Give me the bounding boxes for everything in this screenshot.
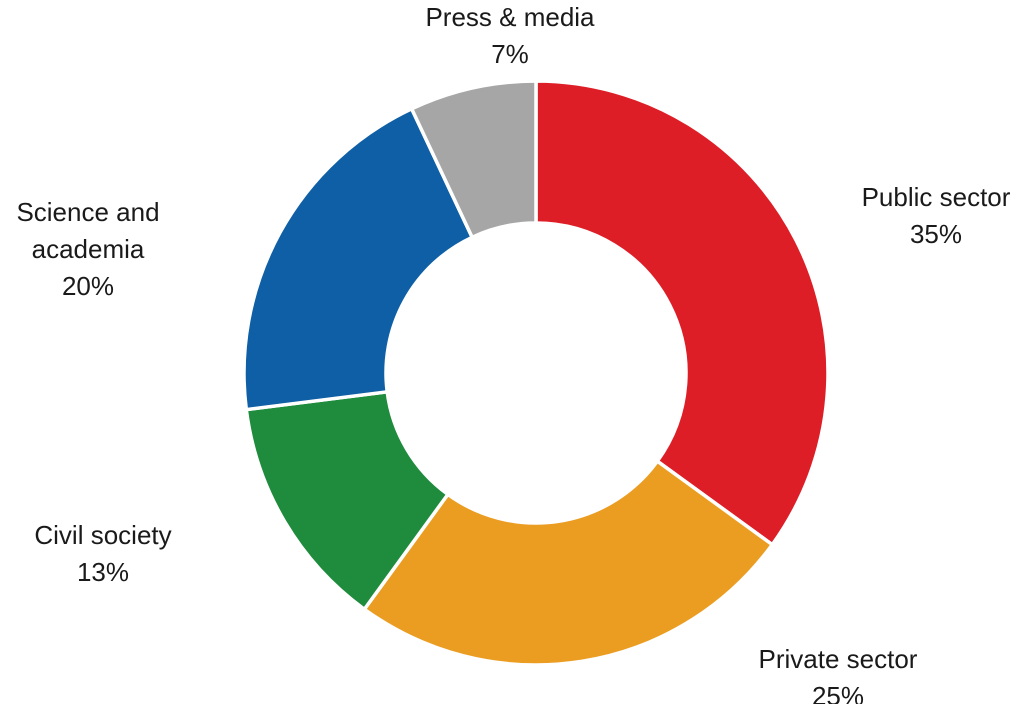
slice-science-and-academia [242, 106, 475, 412]
donut-slices [242, 79, 830, 667]
slice-private-sector [361, 458, 775, 667]
slice-value-label: 7% [491, 39, 529, 69]
slice-label: Private sector 25% [759, 644, 918, 704]
slice-label: Civil society 13% [34, 520, 171, 587]
slice-name-label: Private sector [759, 644, 918, 674]
slice-labels: Public sector 35% Private sector 25% Civil s… [16, 2, 1010, 704]
slice-label: Public sector 35% [862, 182, 1011, 249]
slice-name-label: Civil society [34, 520, 171, 550]
slice-label: Science and academia 20% [16, 197, 159, 301]
slice-value-label: 13% [77, 557, 129, 587]
slice-label: Press & media 7% [425, 2, 595, 69]
slice-name-label: Science and [16, 197, 159, 227]
slice-public-sector [534, 79, 830, 548]
slice-value-label: 35% [910, 219, 962, 249]
slice-name-label: academia [32, 234, 145, 264]
slice-value-label: 25% [812, 681, 864, 704]
slice-name-label: Public sector [862, 182, 1011, 212]
slice-press-media [409, 79, 538, 240]
slice-name-label: Press & media [425, 2, 595, 32]
slice-value-label: 20% [62, 271, 114, 301]
